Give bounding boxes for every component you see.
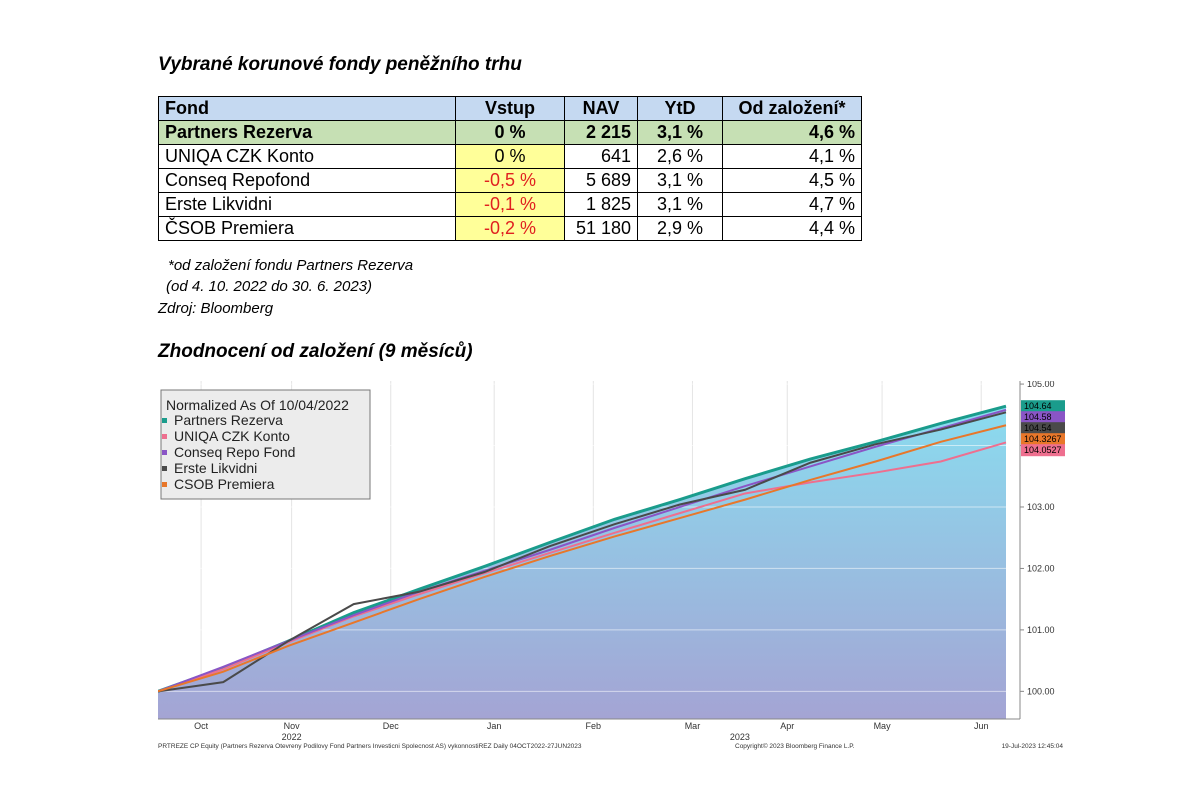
end-value-label: 104.3267 bbox=[1021, 433, 1065, 446]
x-tick-label: Feb bbox=[586, 721, 602, 731]
legend-entry: Partners Rezerva bbox=[174, 412, 283, 428]
end-value-text: 104.3267 bbox=[1024, 434, 1062, 444]
cell-fund: Erste Likvidni bbox=[158, 192, 456, 217]
footnote-since: *od založení fondu Partners Rezerva bbox=[168, 257, 414, 274]
legend-swatch bbox=[162, 482, 167, 487]
x-tick-label: Jun bbox=[974, 721, 989, 731]
cell-vstup: 0 % bbox=[455, 144, 565, 169]
cell-ytd: 3,1 % bbox=[637, 168, 723, 193]
source-note: Zdroj: Bloomberg bbox=[158, 300, 274, 317]
end-value-box bbox=[1021, 411, 1065, 424]
series-line-csob-premiera bbox=[158, 424, 1007, 693]
series-line-uniqa-czk-konto bbox=[158, 441, 1007, 693]
cell-ytd: 2,6 % bbox=[637, 144, 723, 169]
series-line-erste-likvidni bbox=[158, 411, 1007, 693]
legend-title: Normalized As Of 10/04/2022 bbox=[166, 397, 349, 413]
cell-ytd: 3,1 % bbox=[637, 120, 723, 145]
cell-since: 4,1 % bbox=[722, 144, 862, 169]
cell-vstup: 0 % bbox=[455, 120, 565, 145]
legend-swatch bbox=[162, 434, 167, 439]
table-row: Erste Likvidni -0,1 % 1 825 3,1 % 4,7 % bbox=[158, 192, 862, 217]
end-value-text: 104.58 bbox=[1024, 412, 1052, 422]
cell-nav: 5 689 bbox=[564, 168, 638, 193]
x-year-label: 2023 bbox=[730, 732, 750, 742]
cell-since: 4,4 % bbox=[722, 216, 862, 241]
y-tick-label: 100.00 bbox=[1027, 686, 1055, 696]
x-tick-label: Oct bbox=[194, 721, 209, 731]
y-tick-label: 101.00 bbox=[1027, 625, 1055, 635]
cell-ytd: 3,1 % bbox=[637, 192, 723, 217]
legend-entry: Conseq Repo Fond bbox=[174, 444, 295, 460]
legend-swatch bbox=[162, 466, 167, 471]
table-row: ČSOB Premiera -0,2 % 51 180 2,9 % 4,4 % bbox=[158, 216, 862, 241]
end-value-label: 104.0527 bbox=[1021, 444, 1065, 457]
cell-nav: 51 180 bbox=[564, 216, 638, 241]
cell-nav: 641 bbox=[564, 144, 638, 169]
x-tick-label: Apr bbox=[780, 721, 794, 731]
end-value-text: 104.64 bbox=[1024, 401, 1052, 411]
y-tick-label: 103.00 bbox=[1027, 502, 1055, 512]
footer-left: PRTREZE CP Equity (Partners Rezerva Otev… bbox=[158, 743, 582, 750]
legend-box bbox=[160, 389, 371, 500]
table-row: Conseq Repofond -0,5 % 5 689 3,1 % 4,5 % bbox=[158, 168, 862, 193]
table-header-row: Fond Vstup NAV YtD Od založení* bbox=[158, 96, 862, 121]
cell-nav: 2 215 bbox=[564, 120, 638, 145]
col-header-ytd: YtD bbox=[637, 96, 723, 121]
cell-fund: ČSOB Premiera bbox=[158, 216, 456, 241]
chart-heading: Zhodnocení od založení (9 měsíců) bbox=[158, 341, 473, 362]
end-value-box bbox=[1021, 400, 1065, 413]
cell-nav: 1 825 bbox=[564, 192, 638, 217]
footnote-period: (od 4. 10. 2022 do 30. 6. 2023) bbox=[166, 278, 372, 295]
cell-fund: Conseq Repofond bbox=[158, 168, 456, 193]
funds-table: Fond Vstup NAV YtD Od založení* Partners… bbox=[158, 96, 862, 241]
x-tick-label: Dec bbox=[383, 721, 400, 731]
cell-since: 4,6 % bbox=[722, 120, 862, 145]
end-value-label: 104.54 bbox=[1021, 422, 1065, 435]
end-value-box bbox=[1021, 422, 1065, 435]
end-value-box bbox=[1021, 444, 1065, 457]
end-value-text: 104.0527 bbox=[1024, 445, 1062, 455]
series-line-conseq-repo-fond bbox=[158, 408, 1007, 693]
cell-fund: Partners Rezerva bbox=[158, 120, 456, 145]
x-tick-label: Jan bbox=[487, 721, 502, 731]
end-value-text: 104.54 bbox=[1024, 423, 1052, 433]
end-value-label: 104.58 bbox=[1021, 411, 1065, 424]
y-tick-label: 105.00 bbox=[1027, 381, 1055, 389]
col-header-since: Od založení* bbox=[722, 96, 862, 121]
legend-entry: Erste Likvidni bbox=[174, 460, 257, 476]
footer-timestamp: 19-Jul-2023 12:45:04 bbox=[1002, 743, 1064, 750]
cell-ytd: 2,9 % bbox=[637, 216, 723, 241]
x-tick-label: Mar bbox=[685, 721, 701, 731]
col-header-fond: Fond bbox=[158, 96, 456, 121]
table-row: Partners Rezerva 0 % 2 215 3,1 % 4,6 % bbox=[158, 120, 862, 145]
legend-swatch bbox=[162, 418, 167, 423]
cell-vstup: -0,1 % bbox=[455, 192, 565, 217]
legend-entry: CSOB Premiera bbox=[174, 476, 275, 492]
cell-since: 4,7 % bbox=[722, 192, 862, 217]
performance-chart: 100.00101.00102.00103.00104.00105.00104.… bbox=[158, 381, 1065, 750]
end-value-label: 104.64 bbox=[1021, 400, 1065, 413]
legend-entry: UNIQA CZK Konto bbox=[174, 428, 290, 444]
y-tick-label: 102.00 bbox=[1027, 563, 1055, 573]
cell-vstup: -0,2 % bbox=[455, 216, 565, 241]
x-tick-label: May bbox=[874, 721, 892, 731]
footer-copyright: Copyright© 2023 Bloomberg Finance L.P. bbox=[735, 742, 855, 750]
cell-since: 4,5 % bbox=[722, 168, 862, 193]
cell-vstup: -0,5 % bbox=[455, 168, 565, 193]
x-tick-label: Nov bbox=[284, 721, 301, 731]
table-heading: Vybrané korunové fondy peněžního trhu bbox=[158, 54, 522, 75]
col-header-nav: NAV bbox=[564, 96, 638, 121]
col-header-vstup: Vstup bbox=[455, 96, 565, 121]
cell-fund: UNIQA CZK Konto bbox=[158, 144, 456, 169]
table-row: UNIQA CZK Konto 0 % 641 2,6 % 4,1 % bbox=[158, 144, 862, 169]
end-value-box bbox=[1021, 433, 1065, 446]
x-year-label: 2022 bbox=[282, 732, 302, 742]
legend-swatch bbox=[162, 450, 167, 455]
